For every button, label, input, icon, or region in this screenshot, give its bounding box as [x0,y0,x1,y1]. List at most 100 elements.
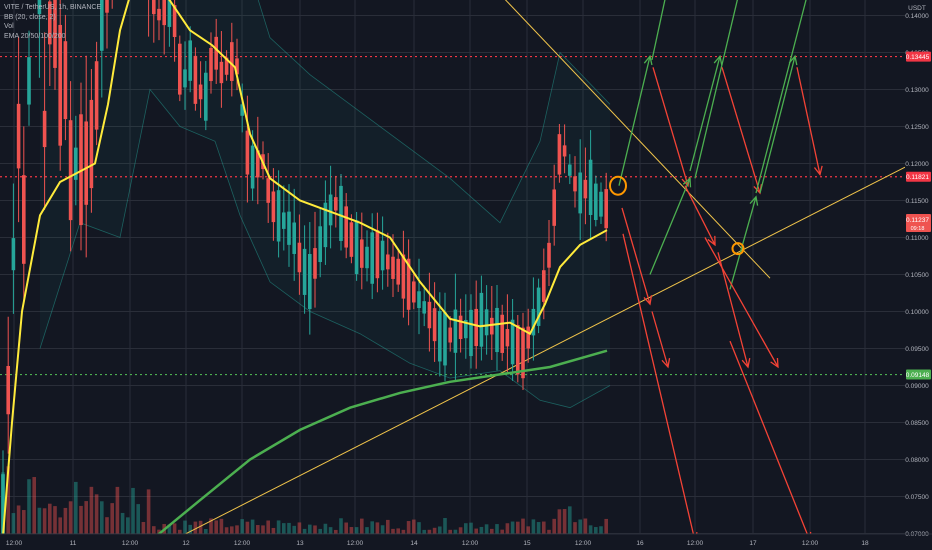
level-price-tag [906,369,931,380]
volume-indicator-label[interactable]: Vol [4,23,14,31]
volume-bar [297,522,302,534]
candle-body [287,211,291,245]
volume-bar [58,517,62,534]
candle-body [224,57,229,75]
candle-body [594,183,598,221]
arrow-up [694,0,738,179]
ema-indicator-label[interactable]: EMA 20/50/100/200 [4,32,66,40]
arrow-up-head [749,195,759,206]
time-tick-label: 18 [861,540,869,547]
volume-bar [313,525,317,534]
candle-body [510,319,515,365]
candle-body [6,365,10,415]
candle-body [339,185,343,241]
candle-body [453,309,458,353]
volume-bar [583,518,588,534]
volume-bar [495,524,499,534]
time-axis[interactable]: 12:00 11 12:00 12 12:00 13 12:00 14 12:00 15 12:00… [0,533,932,550]
volume-bar [500,529,504,534]
volume-bar [235,525,239,534]
volume-bar [396,528,400,534]
candle-body [536,287,541,326]
volume-bar [219,518,224,534]
volume-bar [245,521,250,534]
volume-bar [417,522,421,534]
price-tick-label: 0.10000 [905,309,929,316]
time-tick-label: 12:00 [234,540,251,547]
candle-body [27,57,31,105]
time-tick-label: 12:00 [347,540,364,547]
time-tick-label: 12:00 [687,540,704,547]
volume-bar [365,527,369,534]
trend-lines [152,0,906,550]
volume-bar [84,501,88,534]
volume-bar [562,509,567,534]
descending-trendline [504,0,771,279]
volume-bar [464,523,468,534]
candle-body [313,248,317,279]
candle-body [94,61,99,130]
candle-body [235,58,239,75]
candle-body [427,301,432,329]
candle-body [578,172,582,214]
volume-bar [261,525,265,534]
volume-bar [412,519,416,534]
candle-body [500,314,504,353]
candle-body [100,0,104,51]
candle-body [214,36,218,70]
candle-body [89,99,94,189]
candle-body [209,48,213,82]
volume-bar [126,517,130,534]
candle-body [422,301,426,314]
candle-body [495,307,499,353]
volume-bar [432,527,437,534]
candle-body [1,474,5,547]
volume-bar [599,526,603,534]
arrow-down-head [741,358,751,369]
volume-bar [578,519,582,534]
volume-bar [94,494,99,534]
candle-body [391,256,395,279]
volume-bar [79,505,83,534]
candle-body [157,8,161,21]
candle-body [479,292,484,347]
volume-bar [32,477,36,534]
candle-body [271,191,276,223]
volume-bar [521,518,525,534]
arrow-up [689,56,721,172]
bb-indicator-label[interactable]: BB (20, close, 2) [4,13,56,21]
price-tick-label: 0.07500 [905,494,929,501]
candle-body [42,110,47,148]
price-axis[interactable]: USDT0.070000.075000.080000.085000.090000… [905,0,932,550]
volume-bar [339,518,343,534]
price-tick-label: 0.12000 [905,161,929,168]
arrow-down [621,207,651,305]
volume-bar [282,523,286,534]
volume-bar [136,504,140,534]
volume-bar [344,522,348,534]
arrow-up-head [788,54,798,66]
arrow-up [759,56,796,194]
symbol-title[interactable]: VITE / TetherUS, 1h, BINANCE [4,4,102,11]
volume-bar [271,527,276,534]
volume-bar [568,506,572,534]
candle-body [167,0,172,27]
candle-body [380,240,385,271]
candle-body [469,309,473,357]
volume-bar [131,487,135,534]
candle-body [386,254,390,270]
candle-body [505,329,510,347]
volume-bar [89,486,94,534]
candle-body [438,310,442,362]
candle-body [599,191,603,217]
time-tick-label: 12:00 [575,540,592,547]
volume-bar [22,510,26,534]
volume-bar [573,522,577,534]
volume-bar [531,519,536,534]
horizontal-levels [0,55,905,376]
candle-body [464,320,468,339]
volume-bar [63,507,68,534]
candle-body [84,121,88,205]
candle-body [230,42,234,81]
